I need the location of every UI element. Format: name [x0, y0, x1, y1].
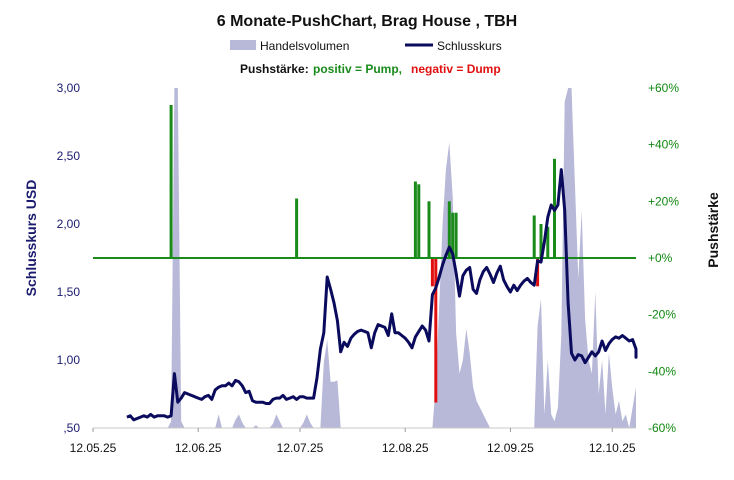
push-bar-pump: [454, 212, 458, 258]
left-axis-ticks: 3,00 2,50 2,00 1,50 1,00 ,50: [57, 81, 81, 435]
x-tick-label: 12.05.25: [70, 441, 117, 455]
left-axis-title: Schlusskurs USD: [23, 180, 39, 297]
push-bar-pump: [427, 201, 431, 258]
close-line: [126, 168, 638, 422]
close-legend-label: Schlusskurs: [437, 39, 502, 53]
push-bar-pump: [539, 224, 543, 258]
x-tick-label: 12.07.25: [277, 441, 324, 455]
close-line-layer: [126, 168, 638, 422]
push-bar-dump: [434, 258, 438, 403]
x-tick-label: 12.10.25: [589, 441, 636, 455]
volume-legend-swatch: [230, 40, 256, 50]
push-bar-pump: [447, 201, 451, 258]
push-bar-dump: [430, 258, 434, 287]
push-bar-pump: [295, 198, 299, 258]
push-legend-negative: negativ = Dump: [411, 62, 501, 76]
push-bar-pump: [413, 181, 417, 258]
right-tick-label: +40%: [648, 138, 679, 152]
x-tick-label: 12.08.25: [382, 441, 429, 455]
right-tick-label: +0%: [648, 251, 673, 265]
left-tick-label: 2,50: [57, 149, 81, 163]
push-bar-pump: [417, 184, 421, 258]
right-tick-label: -60%: [648, 421, 676, 435]
x-tick-label: 12.09.25: [487, 441, 534, 455]
right-tick-label: -20%: [648, 308, 676, 322]
right-tick-label: +60%: [648, 81, 679, 95]
left-tick-label: 2,00: [57, 217, 81, 231]
right-tick-label: -40%: [648, 364, 676, 378]
left-tick-label: 3,00: [57, 81, 81, 95]
push-bar-pump: [546, 226, 550, 258]
left-tick-label: 1,50: [57, 285, 81, 299]
x-axis-ticks: 12.05.25 12.06.25 12.07.25 12.08.25 12.09.25…: [70, 428, 636, 455]
push-legend-prefix: Pushstärke:: [240, 62, 309, 76]
push-legend-positive: positiv = Pump,: [313, 62, 402, 76]
volume-legend-label: Handelsvolumen: [260, 39, 349, 53]
push-bars-layer: [169, 105, 556, 403]
right-axis-title: Pushstärke: [705, 192, 721, 268]
x-tick-label: 12.06.25: [175, 441, 222, 455]
right-tick-label: +20%: [648, 194, 679, 208]
push-bar-pump: [532, 215, 536, 258]
right-axis-ticks: +60% +40% +20% +0% -20% -40% -60%: [648, 81, 679, 435]
push-bar-pump: [169, 105, 173, 258]
chart-title: 6 Monate-PushChart, Brag House , TBH: [217, 13, 517, 30]
left-tick-label: 1,00: [57, 353, 81, 367]
push-bar-dump: [536, 258, 540, 287]
left-tick-label: ,50: [63, 421, 80, 435]
push-bar-pump: [451, 212, 455, 258]
